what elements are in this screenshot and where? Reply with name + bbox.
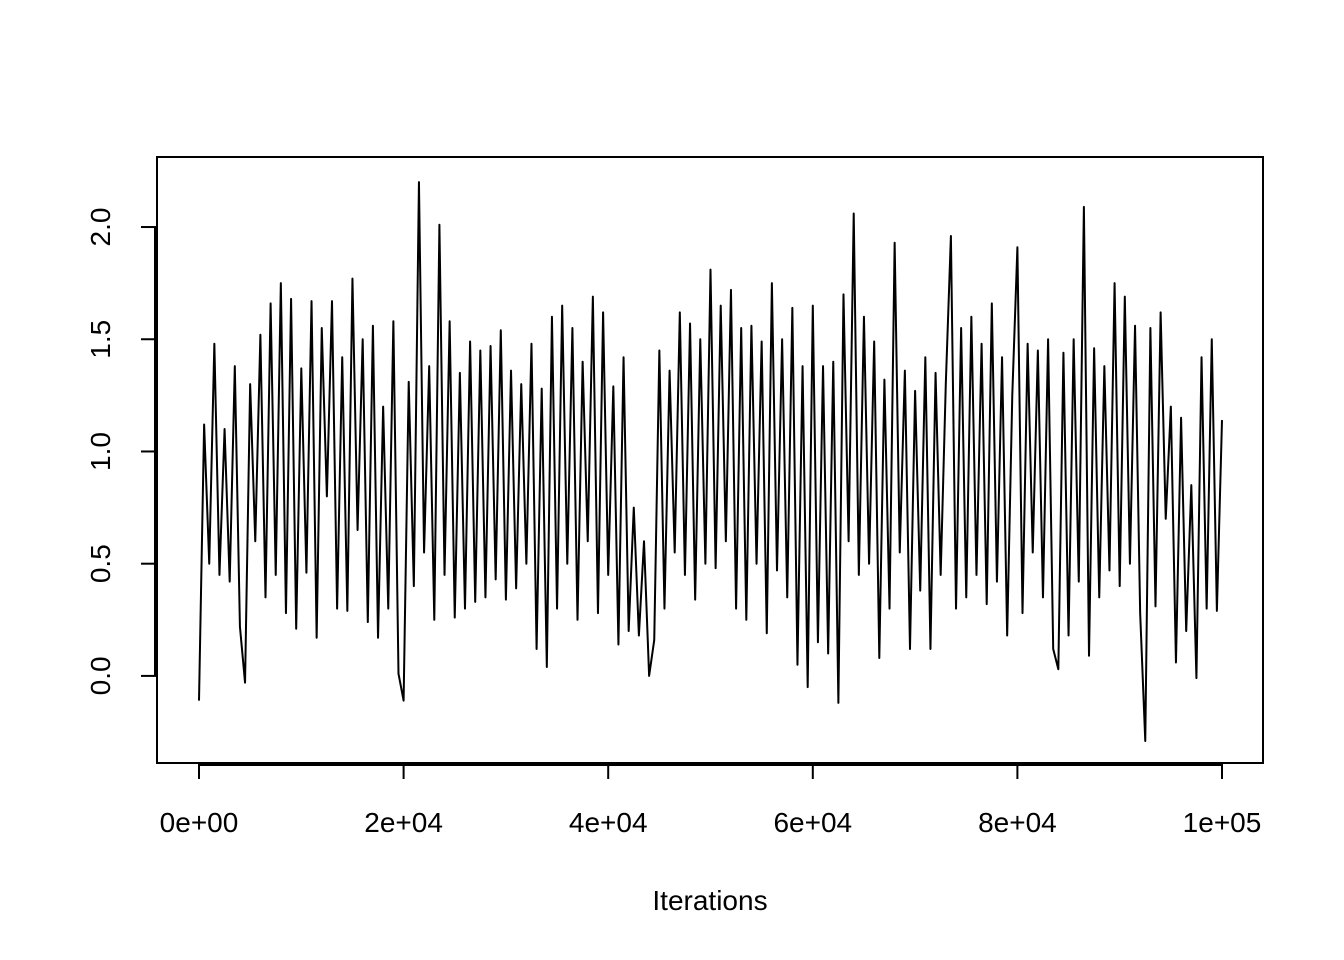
x-tick-label: 2e+04: [364, 807, 443, 838]
y-tick-label: 1.0: [85, 432, 116, 471]
x-tick-label: 4e+04: [569, 807, 648, 838]
y-tick-label: 1.5: [85, 320, 116, 359]
y-tick-label: 2.0: [85, 208, 116, 247]
x-axis-label: Iterations: [652, 885, 767, 916]
y-tick-label: 0.0: [85, 656, 116, 695]
x-tick-label: 0e+00: [160, 807, 239, 838]
plot-frame: [156, 156, 1264, 764]
x-tick-label: 8e+04: [978, 807, 1057, 838]
x-tick-label: 1e+05: [1183, 807, 1262, 838]
x-tick-label: 6e+04: [773, 807, 852, 838]
trace-line: [198, 181, 1223, 742]
y-tick-label: 0.5: [85, 544, 116, 583]
